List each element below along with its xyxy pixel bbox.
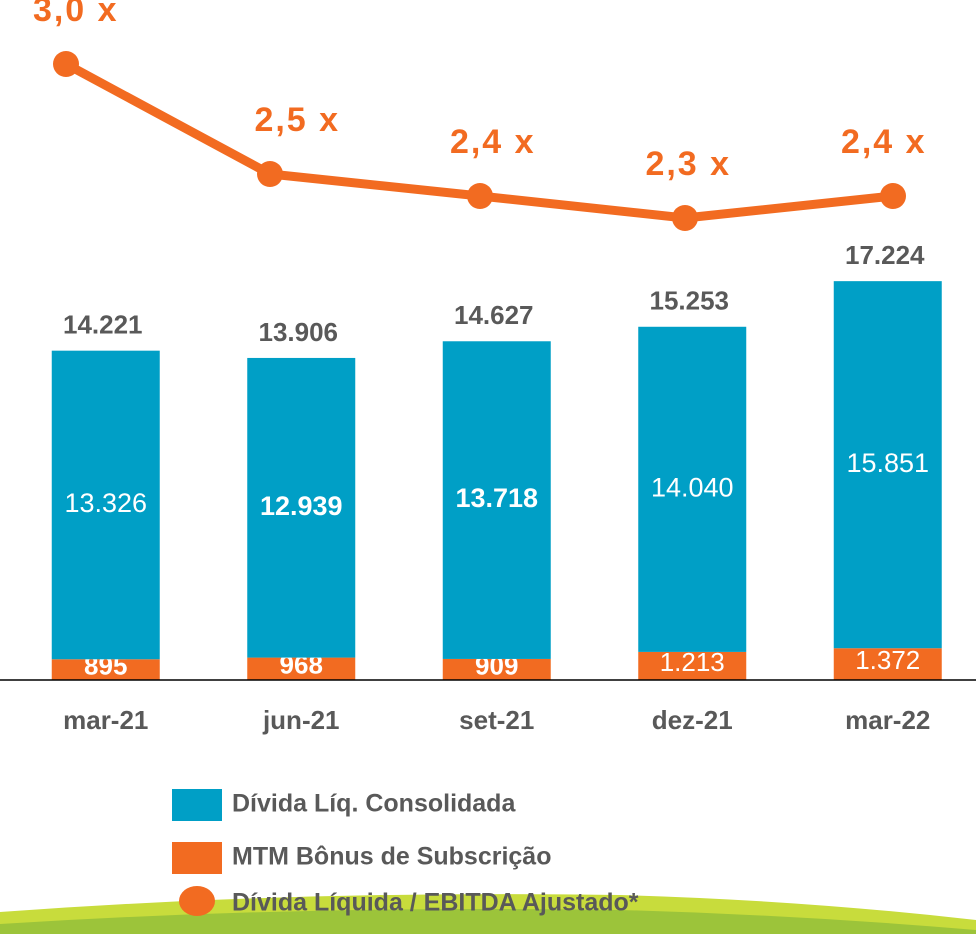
line-value-label: 2,4 x bbox=[450, 123, 536, 161]
decor-swoosh bbox=[0, 908, 976, 934]
bar-segment bbox=[442, 658, 551, 680]
line-point bbox=[672, 205, 698, 231]
line-value-label: 2,3 x bbox=[645, 145, 731, 183]
line-value-label: 3,0 x bbox=[33, 0, 119, 29]
bar-segment bbox=[833, 281, 942, 649]
line-point bbox=[467, 183, 493, 209]
x-tick-label: set-21 bbox=[459, 705, 534, 735]
legend-label: Dívida Líq. Consolidada bbox=[232, 790, 516, 818]
bar-value-label: 13.718 bbox=[455, 483, 538, 513]
legend-swatch bbox=[172, 842, 222, 874]
bar-segment bbox=[638, 651, 747, 680]
bar-segment bbox=[833, 648, 942, 680]
bar-segment bbox=[247, 657, 356, 680]
bar-segment bbox=[638, 326, 747, 652]
bar-value-label: 12.939 bbox=[260, 491, 343, 521]
total-label: 14.221 bbox=[63, 310, 143, 340]
legend-label: Dívida Líquida / EBITDA Ajustado* bbox=[232, 889, 639, 917]
bar-segment bbox=[51, 350, 160, 660]
x-tick-label: jun-21 bbox=[262, 705, 340, 735]
line-point bbox=[53, 51, 79, 77]
bar-segment bbox=[51, 659, 160, 680]
line-value-label: 2,4 x bbox=[841, 123, 927, 161]
x-tick-label: dez-21 bbox=[652, 705, 733, 735]
x-tick-label: mar-21 bbox=[63, 705, 148, 735]
line-point bbox=[880, 183, 906, 209]
bar-value-label: 13.326 bbox=[64, 488, 147, 518]
total-label: 14.627 bbox=[454, 300, 534, 330]
bar-segment bbox=[442, 341, 551, 659]
total-label: 17.224 bbox=[845, 240, 925, 270]
bar-value-label: 1.372 bbox=[855, 645, 920, 675]
line-point bbox=[257, 161, 283, 187]
legend-swatch bbox=[172, 789, 222, 821]
legend-swatch bbox=[179, 886, 215, 916]
total-label: 15.253 bbox=[649, 286, 729, 316]
total-label: 13.906 bbox=[258, 317, 338, 347]
bar-segment bbox=[247, 357, 356, 658]
bar-value-label: 14.040 bbox=[651, 472, 734, 502]
line-value-label: 2,5 x bbox=[254, 101, 340, 139]
x-tick-label: mar-22 bbox=[845, 705, 930, 735]
legend-label: MTM Bônus de Subscrição bbox=[232, 843, 551, 871]
bar-value-label: 15.851 bbox=[846, 448, 929, 478]
